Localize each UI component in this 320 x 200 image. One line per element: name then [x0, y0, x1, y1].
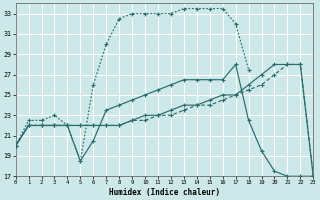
X-axis label: Humidex (Indice chaleur): Humidex (Indice chaleur)	[109, 188, 220, 197]
